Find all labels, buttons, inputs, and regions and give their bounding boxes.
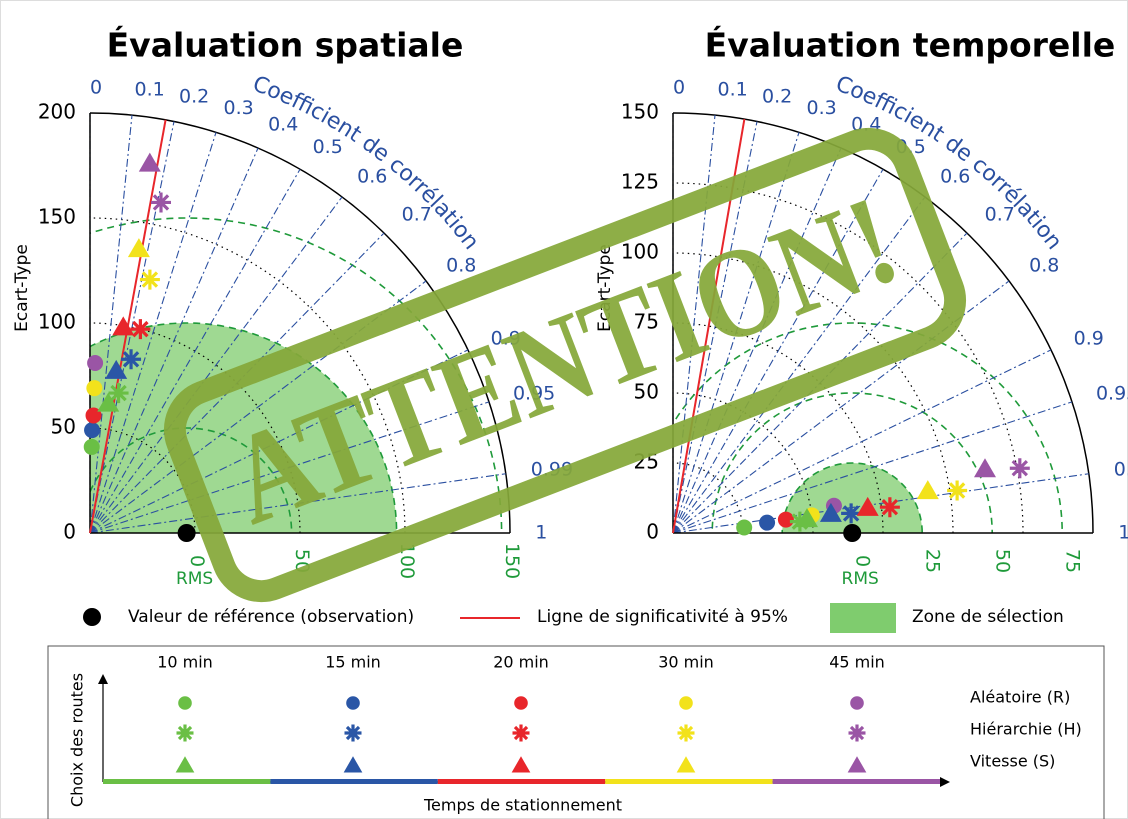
marker-circle: [346, 696, 360, 710]
figure: 050100150200050100150RMS00.10.20.30.40.5…: [0, 0, 1128, 819]
legend-text: Valeur de référence (observation): [128, 607, 414, 627]
y-tick-label: 150: [621, 100, 659, 124]
corr-tick-label: 0: [90, 76, 102, 98]
marker-star: [849, 725, 866, 742]
y-tick-label: 100: [38, 310, 76, 334]
key-time-label: 20 min: [493, 653, 549, 672]
key-time-label: 15 min: [325, 653, 381, 672]
rms-tick-label: 75: [1062, 549, 1084, 573]
marker-star: [121, 349, 141, 369]
y-tick-label: 0: [646, 520, 659, 544]
marker-circle: [850, 696, 864, 710]
legend-text: Zone de sélection: [912, 607, 1064, 627]
marker-star: [678, 725, 695, 742]
rms-tick-label: 25: [922, 549, 944, 573]
rms-tick-label: 150: [501, 543, 523, 579]
rms-tick-label: 0: [852, 555, 874, 567]
corr-tick-label: 1: [1118, 522, 1128, 544]
corr-tick-label: 0.3: [224, 97, 254, 119]
key-time-label: 30 min: [658, 653, 714, 672]
reference-point: [178, 524, 196, 542]
corr-tick-label: 0.2: [762, 85, 792, 107]
marker-circle: [759, 515, 775, 531]
y-tick-label: 200: [38, 100, 76, 124]
corr-tick-label: 0: [673, 76, 685, 98]
rms-tick-label: 50: [992, 549, 1014, 573]
key-time-label: 10 min: [157, 653, 213, 672]
y-tick-label: 0: [63, 520, 76, 544]
corr-tick-label: 0.95: [1096, 382, 1128, 404]
key-route-label: Vitesse (S): [970, 752, 1055, 771]
corr-tick-label: 0.99: [1114, 459, 1128, 481]
corr-tick-label: 0.8: [1029, 254, 1059, 276]
reference-point: [843, 524, 861, 542]
marker-circle: [84, 422, 100, 438]
key-time-bar: [605, 779, 772, 784]
corr-tick-label: 0.4: [268, 113, 298, 135]
marker-circle: [178, 696, 192, 710]
key-time-bar: [270, 779, 437, 784]
marker-star: [151, 192, 171, 212]
legend-reference-swatch: [83, 608, 101, 626]
y-tick-label: 150: [38, 205, 76, 229]
marker-star: [513, 725, 530, 742]
marker-star: [1010, 458, 1030, 478]
marker-circle: [87, 355, 103, 371]
corr-tick-label: 0.2: [179, 85, 209, 107]
marker-star: [177, 725, 194, 742]
marker-star: [130, 319, 150, 339]
corr-tick-label: 0.3: [807, 97, 837, 119]
key-route-label: Hiérarchie (H): [970, 720, 1082, 739]
key-time-label: 45 min: [829, 653, 885, 672]
chart-title: Évaluation spatiale: [107, 25, 464, 65]
marker-circle: [679, 696, 693, 710]
corr-tick-label: 0.5: [313, 136, 343, 158]
corr-tick-label: 1: [535, 522, 547, 544]
marker-star: [345, 725, 362, 742]
key-x-label: Temps de stationnement: [423, 796, 622, 815]
corr-tick-label: 0.9: [1074, 327, 1104, 349]
legend-zone-swatch: [830, 603, 896, 633]
marker-circle: [514, 696, 528, 710]
y-axis-label: Ecart-Type: [12, 244, 32, 332]
corr-tick-label: 0.1: [718, 79, 748, 101]
marker-circle: [86, 380, 102, 396]
marker-star: [947, 481, 967, 501]
corr-tick-label: 0.1: [135, 79, 165, 101]
marker-circle: [84, 439, 100, 455]
key-y-label: Choix des routes: [68, 673, 87, 807]
key-time-bar: [773, 779, 940, 784]
rms-label: RMS: [842, 569, 879, 589]
key-time-bar: [438, 779, 605, 784]
marker-star: [140, 270, 160, 290]
rms-label: RMS: [176, 569, 213, 589]
key-time-bar: [103, 779, 270, 784]
corr-tick-label: 0.8: [446, 254, 476, 276]
marker-star: [880, 497, 900, 517]
marker-circle: [736, 519, 752, 535]
chart-title: Évaluation temporelle: [705, 25, 1116, 65]
legend-text: Ligne de significativité à 95%: [537, 607, 788, 627]
rms-tick-label: 0: [186, 555, 208, 567]
key-route-label: Aléatoire (R): [970, 688, 1070, 707]
marker-circle: [778, 512, 794, 528]
y-tick-label: 125: [621, 170, 659, 194]
y-tick-label: 50: [51, 415, 76, 439]
